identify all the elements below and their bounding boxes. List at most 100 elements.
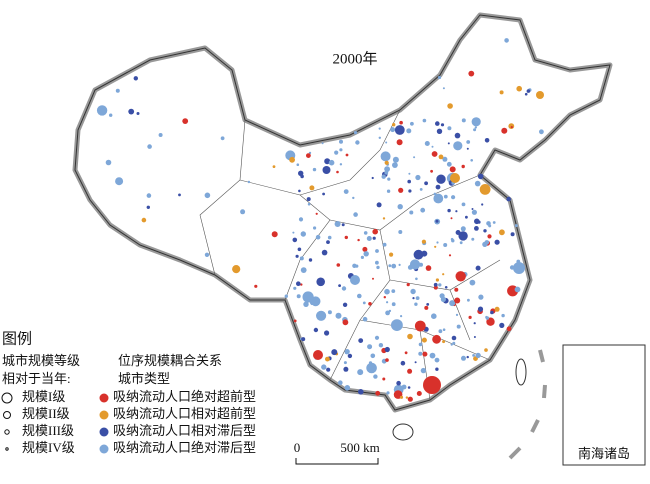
city-dot	[298, 189, 301, 193]
city-dot	[363, 231, 368, 235]
city-dot	[468, 315, 472, 319]
city-dot	[362, 316, 368, 322]
city-dot	[146, 205, 150, 209]
city-dot	[398, 263, 401, 266]
city-dot	[391, 289, 396, 293]
city-dot	[339, 163, 343, 166]
city-dot	[455, 210, 458, 213]
city-dot	[451, 195, 456, 200]
city-dot	[407, 179, 412, 184]
city-dot	[482, 241, 488, 247]
city-dot	[461, 164, 465, 169]
city-dot	[341, 286, 347, 291]
city-dot	[510, 126, 513, 129]
legend-heading: 城市规模等级	[2, 353, 80, 368]
city-dot	[443, 243, 448, 247]
type-symbol	[99, 427, 109, 437]
city-dot	[471, 209, 477, 215]
city-dot	[475, 352, 481, 359]
city-dot	[484, 348, 488, 352]
city-dot	[420, 367, 427, 374]
city-dot	[440, 296, 446, 302]
city-dot	[408, 172, 411, 175]
city-dot	[449, 300, 456, 307]
city-dot	[453, 141, 463, 151]
city-dot	[466, 140, 471, 144]
city-dot	[182, 118, 189, 124]
city-dot	[358, 338, 364, 343]
city-dot	[300, 174, 304, 179]
city-dot	[433, 193, 444, 204]
city-dot	[392, 123, 396, 127]
city-dot	[447, 126, 452, 131]
size-label: 规模I级	[22, 389, 65, 404]
city-dot	[400, 360, 406, 366]
city-dot	[178, 193, 181, 197]
city-dot	[360, 255, 364, 259]
city-dot	[334, 150, 339, 155]
city-dot	[436, 241, 439, 244]
city-dot	[490, 310, 494, 315]
hainan	[392, 423, 414, 441]
city-dot	[344, 350, 349, 355]
size-symbol	[3, 411, 11, 419]
city-dot	[306, 153, 311, 159]
city-dot	[322, 166, 331, 174]
city-dot	[450, 173, 460, 183]
city-dot	[454, 287, 459, 292]
city-dot	[204, 252, 210, 257]
city-dot	[408, 189, 412, 193]
city-dot	[397, 204, 403, 210]
city-dot	[321, 142, 324, 145]
province-lines	[199, 109, 501, 401]
city-dot	[322, 192, 325, 196]
city-dot	[357, 369, 364, 376]
size-label: 规模III级	[22, 423, 74, 438]
city-dot	[485, 316, 490, 320]
city-dot	[513, 262, 525, 274]
scale-start: 0	[294, 440, 301, 455]
city-dot	[409, 259, 421, 270]
city-dot	[357, 293, 362, 299]
city-dot	[353, 212, 358, 217]
city-dot	[368, 302, 372, 306]
size-symbol	[1, 392, 13, 404]
type-symbol	[99, 444, 109, 454]
city-dot	[232, 265, 241, 274]
map-title: 2000年	[332, 50, 377, 67]
city-dot	[313, 327, 319, 333]
city-dot	[447, 103, 453, 109]
city-dot	[433, 282, 438, 287]
city-dot	[334, 221, 341, 227]
city-dot	[328, 159, 335, 166]
city-dot	[384, 166, 390, 173]
city-dot	[449, 166, 456, 173]
city-dot	[415, 277, 418, 281]
city-dot	[327, 235, 332, 240]
city-dot	[399, 395, 404, 399]
city-dot	[284, 294, 288, 298]
city-dot	[516, 85, 522, 92]
size-label: 规模IV级	[22, 440, 75, 455]
city-dot	[406, 128, 412, 134]
city-dot	[339, 148, 343, 152]
city-dot	[447, 142, 450, 145]
size-symbol	[5, 447, 9, 451]
city-dot	[418, 342, 423, 347]
city-dot	[536, 91, 544, 99]
city-dot	[367, 344, 373, 350]
city-dot	[350, 275, 360, 285]
city-dot	[410, 121, 414, 126]
city-dot	[240, 209, 246, 215]
city-dot	[296, 294, 301, 299]
city-dot	[390, 127, 396, 133]
city-dot	[396, 139, 403, 146]
city-dot	[472, 354, 475, 357]
city-dot	[421, 250, 428, 257]
city-dot	[325, 356, 330, 362]
city-dot	[461, 355, 466, 361]
city-dot	[362, 246, 368, 252]
city-dot	[430, 169, 433, 173]
city-dot	[442, 273, 445, 276]
